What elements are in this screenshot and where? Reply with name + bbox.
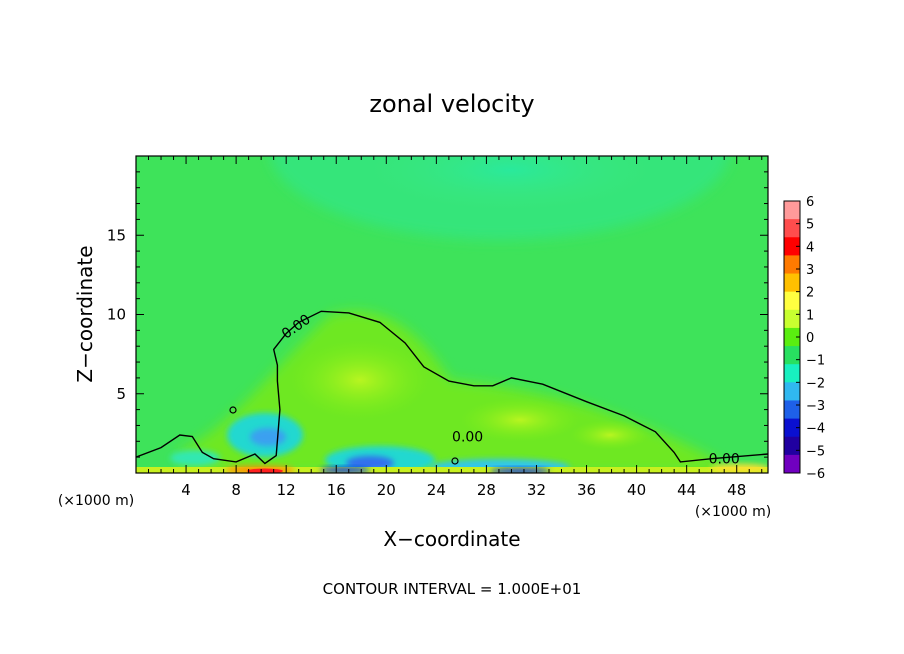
colorbar-swatch <box>784 382 800 401</box>
y-tick-label: 10 <box>107 306 126 324</box>
field-positive-core-2 <box>460 398 580 442</box>
colorbar-swatch <box>784 454 800 474</box>
colorbar-swatch <box>784 219 800 238</box>
field-positive-core-3 <box>570 420 650 450</box>
x-tick-label: 20 <box>377 481 396 499</box>
field-negative-pocket-1-core <box>250 428 286 446</box>
colorbar-label: 4 <box>806 240 814 255</box>
y-axis-label: Z−coordinate <box>73 245 97 382</box>
x-tick-label: 24 <box>427 481 446 499</box>
colorbar-label: 1 <box>806 308 814 323</box>
x-tick-label: 8 <box>231 481 241 499</box>
x-tick-label: 48 <box>727 481 746 499</box>
colorbar-label: −1 <box>806 354 825 369</box>
colorbar-label: 6 <box>806 195 814 210</box>
colorbar-label: 5 <box>806 218 814 233</box>
field-negative-aloft <box>270 156 730 240</box>
y-tick-label: 5 <box>116 385 126 403</box>
colorbar-swatch <box>784 418 800 438</box>
colorbar-swatch <box>784 237 800 256</box>
field-surface-cold <box>320 467 370 473</box>
colorbar-label: 2 <box>806 286 814 301</box>
x-tick-label: 40 <box>627 481 646 499</box>
x-axis-label: X−coordinate <box>383 527 520 551</box>
field-negative-pocket-4 <box>170 450 220 466</box>
x-tick-label: 4 <box>181 481 191 499</box>
colorbar-label: 0 <box>806 331 814 346</box>
field-negative-pocket-2-core <box>346 456 394 470</box>
contour-label: 0.00 <box>452 429 483 445</box>
colorbar-swatch <box>784 436 800 456</box>
x-tick-label: 44 <box>677 481 696 499</box>
colorbar-swatch <box>784 400 800 420</box>
colorbar-label: −5 <box>806 444 825 459</box>
field-negative-core <box>370 156 650 210</box>
field-positive-core <box>290 340 430 420</box>
colorbar-label: 3 <box>806 263 814 278</box>
contour-label: 0.00 <box>709 451 740 467</box>
zero-contour-small-loop-2 <box>451 457 459 465</box>
x-tick-label: 12 <box>277 481 296 499</box>
y-tick-label: 15 <box>107 226 126 244</box>
field-surface-strip <box>136 467 768 473</box>
colorbar-label: −2 <box>806 376 825 391</box>
x-tick-label: 36 <box>577 481 596 499</box>
x-unit-left: (×1000 m) <box>58 493 134 509</box>
colorbar-swatch <box>784 273 800 293</box>
colorbar-swatch <box>784 255 800 275</box>
colorbar-label: −3 <box>806 399 825 414</box>
x-tick-label: 32 <box>527 481 546 499</box>
zero-contour-line <box>136 310 768 465</box>
colorbar-swatch <box>784 201 800 220</box>
x-tick-label: 16 <box>327 481 346 499</box>
zero-contour-small-loop <box>229 406 237 414</box>
plot-area: 0.000.000.00 <box>136 156 768 473</box>
contour-interval-footer: CONTOUR INTERVAL = 1.000E+01 <box>323 580 582 598</box>
field-surface-cold-2 <box>490 468 550 473</box>
colorbar: 6 5 4 3 2 1 0 −1 −2 −3 −4 −5 −6 <box>783 195 825 482</box>
colorbar-swatch <box>784 327 800 347</box>
colorbar-swatch <box>784 309 800 329</box>
chart-title: zonal velocity <box>369 90 534 118</box>
colorbar-label: −6 <box>806 467 825 482</box>
colorbar-swatch <box>784 364 800 383</box>
x-tick-label: 28 <box>477 481 496 499</box>
colorbar-label: −4 <box>806 422 825 437</box>
colorbar-swatch <box>784 346 800 365</box>
colorbar-swatch <box>784 291 800 311</box>
x-unit-right: (×1000 m) <box>695 504 771 520</box>
